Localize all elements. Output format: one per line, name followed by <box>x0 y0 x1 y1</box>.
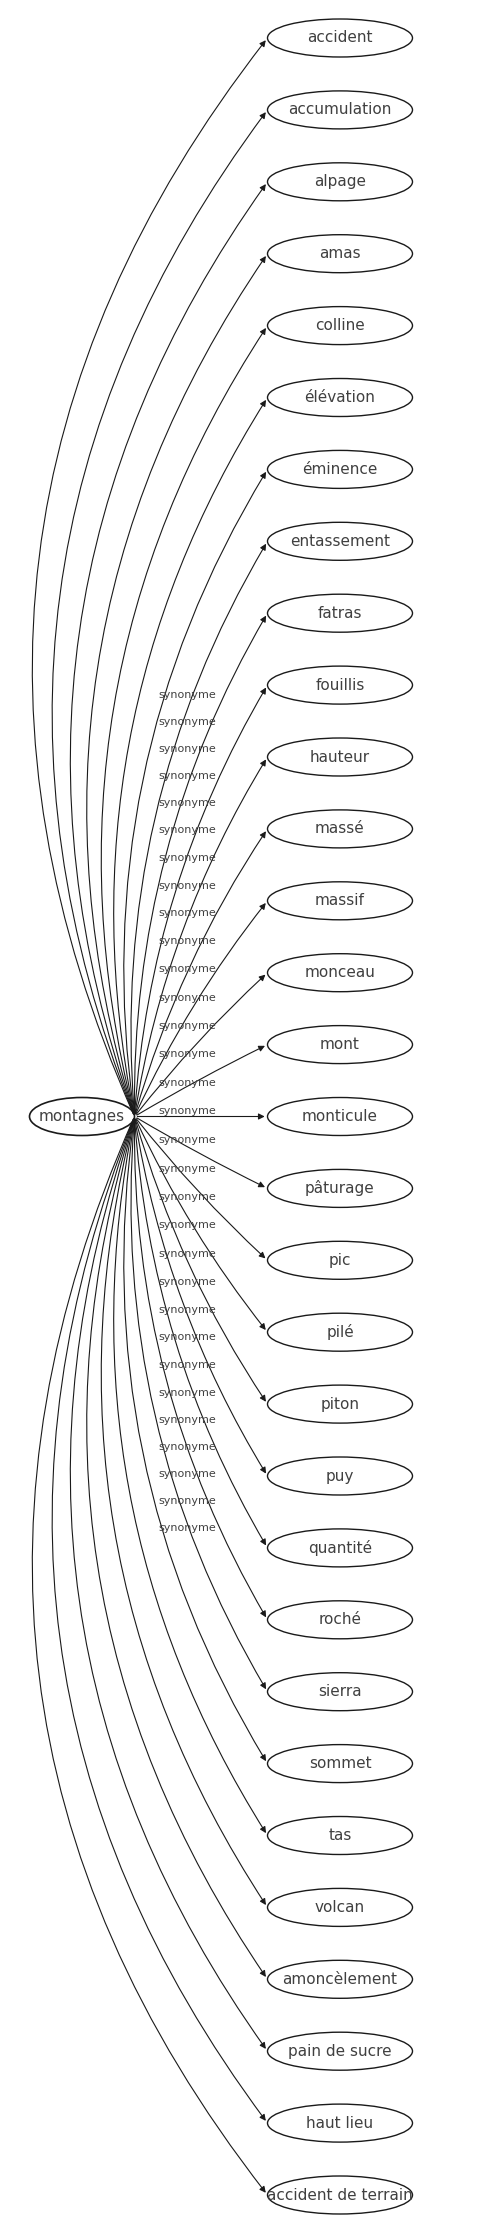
Text: volcan: volcan <box>315 1899 365 1915</box>
Text: amas: amas <box>319 246 361 262</box>
Text: haut lieu: haut lieu <box>307 2115 373 2130</box>
Text: sommet: sommet <box>309 1755 372 1771</box>
Text: sierra: sierra <box>318 1684 362 1700</box>
Text: synonyme: synonyme <box>159 1050 217 1058</box>
Text: pic: pic <box>329 1254 351 1267</box>
Text: synonyme: synonyme <box>159 1522 217 1533</box>
Text: synonyme: synonyme <box>159 690 217 699</box>
Text: massé: massé <box>315 821 365 837</box>
Text: accident de terrain: accident de terrain <box>267 2188 413 2203</box>
Text: tas: tas <box>328 1828 352 1844</box>
Text: pâturage: pâturage <box>305 1181 375 1196</box>
Text: monceau: monceau <box>305 965 375 981</box>
Text: synonyme: synonyme <box>159 1469 217 1480</box>
Text: synonyme: synonyme <box>159 1021 217 1032</box>
Text: mont: mont <box>320 1036 360 1052</box>
Text: synonyme: synonyme <box>159 1136 217 1145</box>
Text: synonyme: synonyme <box>159 1276 217 1287</box>
Text: synonyme: synonyme <box>159 1220 217 1229</box>
Text: synonyme: synonyme <box>159 717 217 726</box>
Text: monticule: monticule <box>302 1110 378 1125</box>
Text: éminence: éminence <box>303 462 377 477</box>
Text: fatras: fatras <box>318 606 362 621</box>
Text: synonyme: synonyme <box>159 1163 217 1174</box>
Text: élévation: élévation <box>305 391 375 406</box>
Text: pilé: pilé <box>326 1325 354 1340</box>
Text: synonyme: synonyme <box>159 1331 217 1342</box>
Text: hauteur: hauteur <box>310 750 370 766</box>
Text: synonyme: synonyme <box>159 770 217 781</box>
Text: entassement: entassement <box>290 535 390 548</box>
Text: synonyme: synonyme <box>159 1192 217 1203</box>
Text: alpage: alpage <box>314 175 366 189</box>
Text: accumulation: accumulation <box>288 102 392 118</box>
Text: quantité: quantité <box>308 1540 372 1556</box>
Text: synonyme: synonyme <box>159 1107 217 1116</box>
Text: amoncèlement: amoncèlement <box>283 1973 397 1986</box>
Text: synonyme: synonyme <box>159 1442 217 1451</box>
Text: synonyme: synonyme <box>159 1078 217 1087</box>
Text: piton: piton <box>320 1396 360 1411</box>
Text: synonyme: synonyme <box>159 1387 217 1398</box>
Text: synonyme: synonyme <box>159 936 217 945</box>
Text: puy: puy <box>326 1469 354 1485</box>
Text: synonyme: synonyme <box>159 852 217 863</box>
Text: synonyme: synonyme <box>159 1305 217 1314</box>
Text: synonyme: synonyme <box>159 992 217 1003</box>
Text: synonyme: synonyme <box>159 881 217 890</box>
Text: synonyme: synonyme <box>159 1360 217 1369</box>
Text: synonyme: synonyme <box>159 799 217 808</box>
Text: synonyme: synonyme <box>159 825 217 837</box>
Text: roché: roché <box>318 1613 362 1627</box>
Text: synonyme: synonyme <box>159 1496 217 1507</box>
Text: pain de sucre: pain de sucre <box>288 2044 392 2059</box>
Text: synonyme: synonyme <box>159 965 217 974</box>
Text: montagnes: montagnes <box>39 1110 125 1125</box>
Text: massif: massif <box>315 894 365 908</box>
Text: synonyme: synonyme <box>159 1249 217 1258</box>
Text: synonyme: synonyme <box>159 743 217 754</box>
Text: accident: accident <box>307 31 373 47</box>
Text: colline: colline <box>315 317 365 333</box>
Text: synonyme: synonyme <box>159 1416 217 1425</box>
Text: fouillis: fouillis <box>315 677 365 692</box>
Text: synonyme: synonyme <box>159 908 217 919</box>
